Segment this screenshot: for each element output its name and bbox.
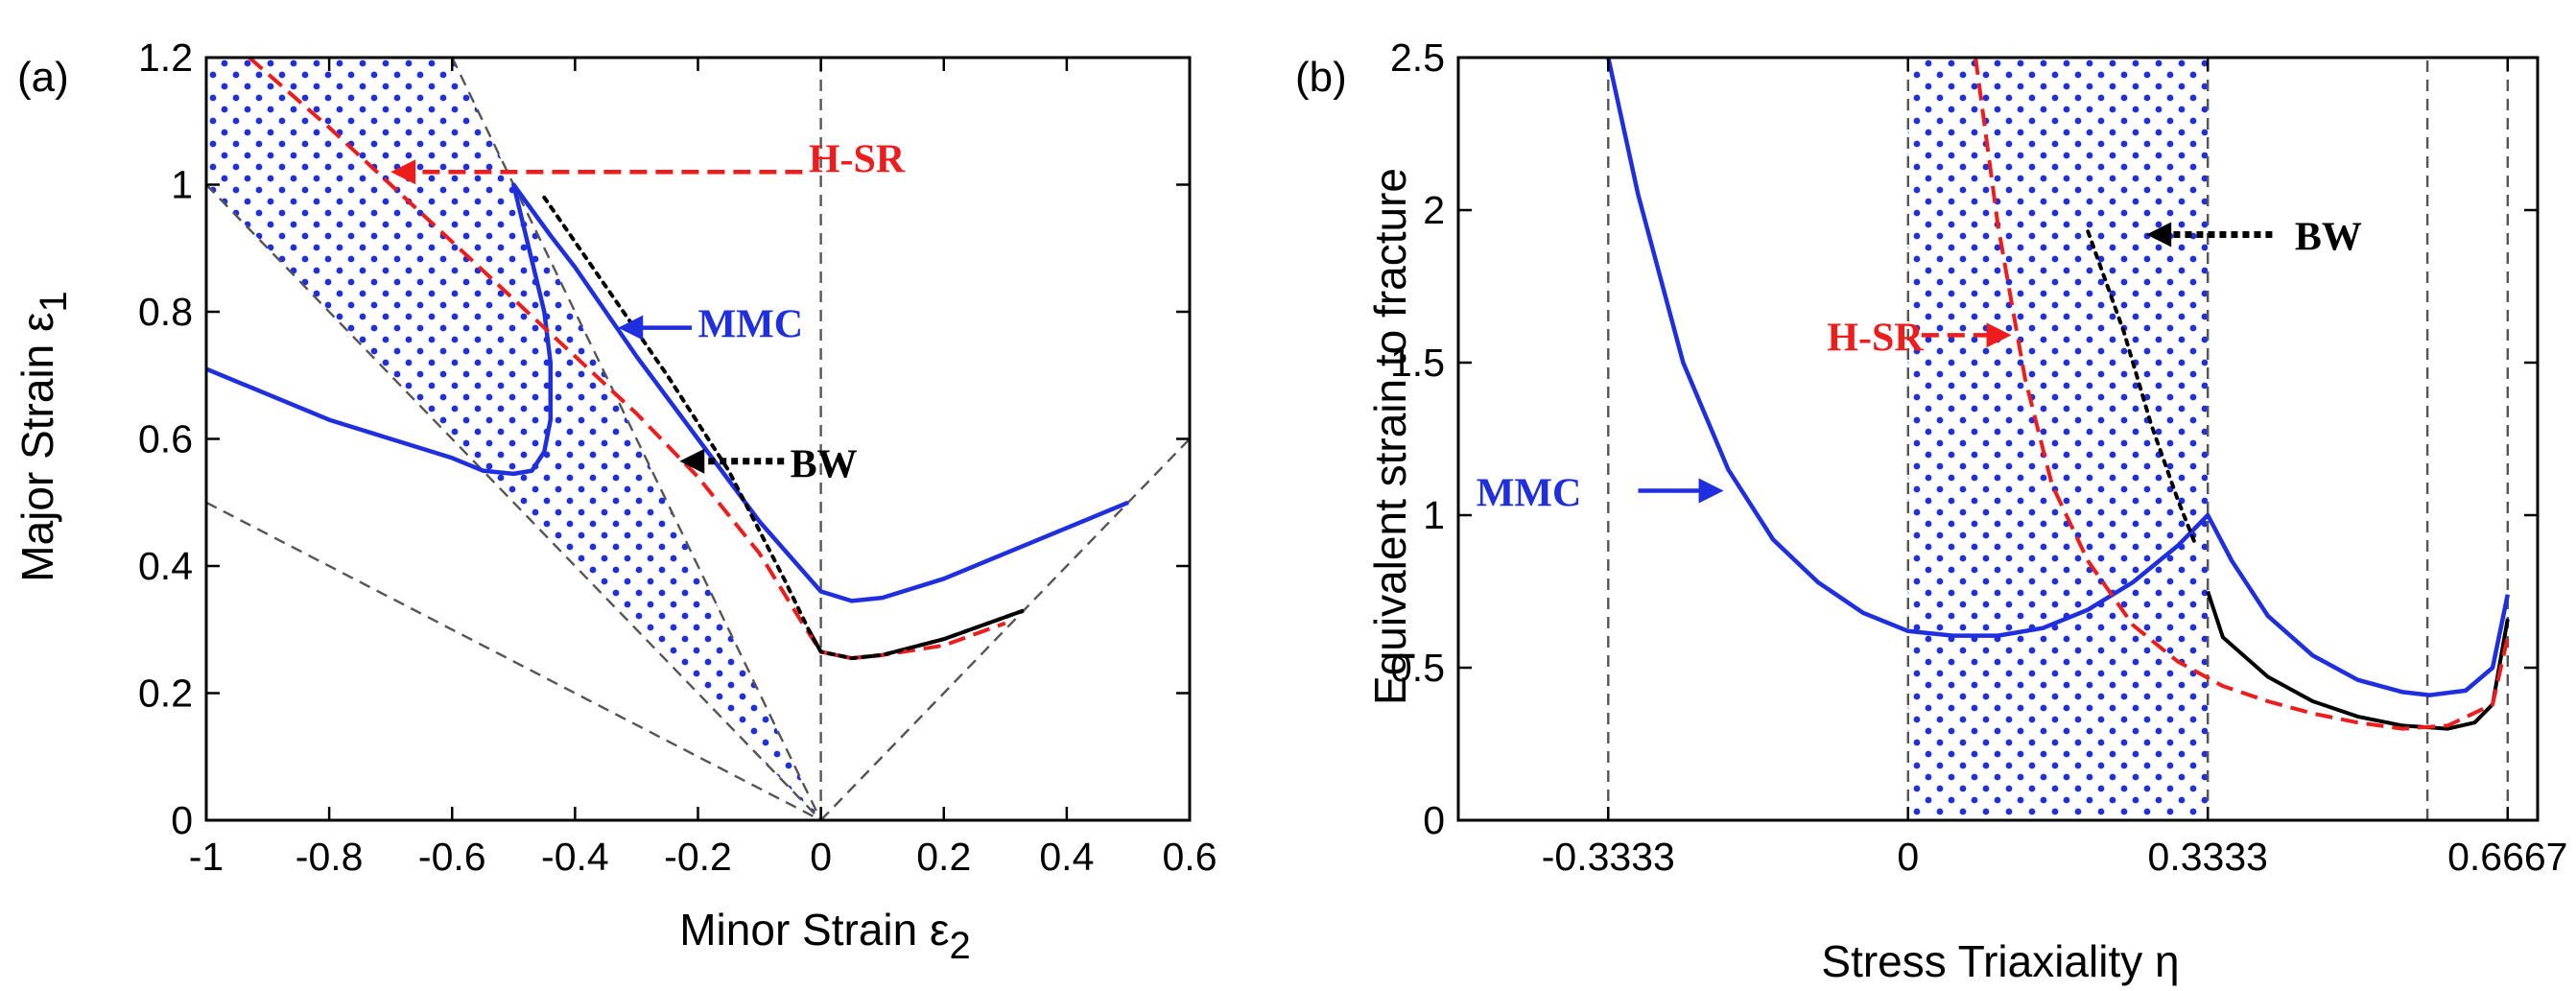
y-tick-label: 0.4 [138, 544, 193, 588]
annotation-label-mmc: MMC [1477, 471, 1582, 515]
series-line-bw-solid [2206, 590, 2510, 731]
shaded-region [1907, 58, 2209, 820]
axes-frame [1456, 56, 2540, 822]
x-tick-label: 0.6 [1163, 835, 1217, 879]
x-tick-label: 0.2 [916, 835, 971, 879]
y-tick-label: 0.2 [138, 672, 193, 716]
series-line-bw [2086, 229, 2198, 548]
x-tick-label: 0.6667 [2447, 835, 2567, 879]
x-tick-label: -0.3333 [1542, 835, 1675, 879]
annotation-arrow-head [2146, 222, 2172, 248]
annotation-arrow-head [1986, 322, 2012, 348]
y-axis-label: Major Strain ε1 [12, 291, 75, 582]
x-tick-label: -0.4 [541, 835, 609, 879]
annotation-label-mmc: MMC [698, 303, 804, 347]
x-tick-label: -1 [189, 835, 224, 879]
reference-line [819, 437, 1190, 820]
x-axis-label: Stress Triaxiality η [1821, 936, 2179, 986]
series-line-mmc [206, 182, 1129, 603]
series-line-h-sr [1973, 58, 2510, 731]
x-tick-label: 0.3333 [2148, 835, 2268, 879]
panel-label: (a) [17, 54, 69, 101]
y-tick-label: 1.2 [138, 35, 193, 80]
plot-area [206, 58, 1190, 820]
x-tick-label: 0.4 [1039, 835, 1094, 879]
y-axis-label: Equivalent strain to fracture [1365, 168, 1415, 705]
y-tick-label: 2 [1423, 188, 1445, 232]
plot-area [1606, 58, 2511, 820]
x-axis-label: Minor Strain ε2 [679, 905, 971, 967]
annotation-label-bw: BW [791, 442, 858, 486]
y-tick-label: 0 [1423, 798, 1445, 842]
series-line-bw [542, 195, 1026, 661]
y-tick-label: 0 [171, 798, 193, 842]
annotation-label-bw: BW [2295, 215, 2362, 259]
x-tick-label: 0 [810, 835, 832, 879]
annotation-label-h-sr: H-SR [1827, 316, 1924, 360]
x-tick-label: 0 [1897, 835, 1919, 879]
y-tick-label: 1 [1423, 493, 1445, 537]
annotation-arrow-head [618, 315, 644, 341]
x-tick-label: -0.2 [664, 835, 732, 879]
y-tick-label: 1 [171, 163, 193, 207]
reference-line [206, 183, 822, 820]
panel-a: -1 -0.8 -0.6 -0.4 -0.2 0 0.2 0.4 0.6 0 0.2 0.4 0.6 0.… [12, 35, 1217, 967]
series-line-bw-solid [807, 608, 1025, 661]
y-tick-label: 0.6 [138, 417, 193, 461]
y-tick-label: 0.5 [1390, 646, 1445, 690]
panel-b: -0.3333 0 0.3333 0.6667 0 0.5 1 1.5 2 2.5 (b) Stres… [1295, 35, 2567, 986]
y-tick-label: 2.5 [1390, 35, 1445, 80]
series-line-h-sr [248, 58, 1006, 661]
panel-label: (b) [1295, 54, 1347, 101]
annotation-arrow-head [1698, 478, 1724, 504]
y-tick-label: 1.5 [1390, 341, 1445, 385]
annotation-arrow-head [390, 159, 416, 185]
x-tick-label: -0.8 [295, 835, 364, 879]
reference-line [206, 501, 822, 820]
x-tick-label: -0.6 [418, 835, 486, 879]
annotation-arrow-head [679, 448, 705, 474]
shaded-region [206, 58, 821, 820]
y-tick-label: 0.8 [138, 290, 193, 334]
annotation-label-h-sr: H-SR [809, 137, 906, 181]
